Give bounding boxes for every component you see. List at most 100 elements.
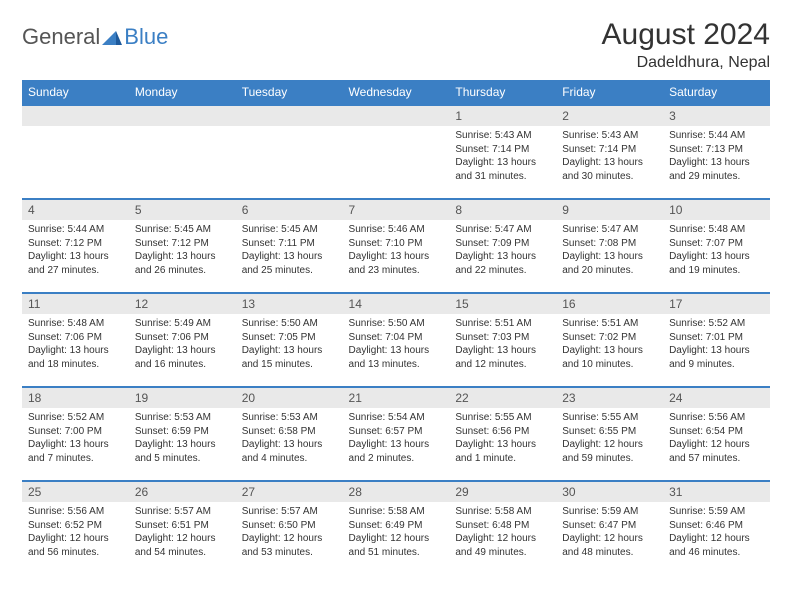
day-number: 27 [236,482,343,502]
daylight-text: Daylight: 13 hours and 20 minutes. [562,250,657,277]
sunrise-text: Sunrise: 5:59 AM [562,505,657,519]
daylight-text: Daylight: 13 hours and 27 minutes. [28,250,123,277]
day-number: 2 [556,106,663,126]
day-number: 18 [22,388,129,408]
day-number-empty [129,106,236,126]
calendar-cell [236,105,343,199]
day-number: 29 [449,482,556,502]
month-title: August 2024 [602,18,770,52]
calendar-week: 11Sunrise: 5:48 AMSunset: 7:06 PMDayligh… [22,293,770,387]
day-header: Wednesday [343,80,450,105]
cell-body: Sunrise: 5:57 AMSunset: 6:50 PMDaylight:… [236,502,343,562]
day-number: 17 [663,294,770,314]
daylight-text: Daylight: 13 hours and 16 minutes. [135,344,230,371]
cell-body: Sunrise: 5:52 AMSunset: 7:01 PMDaylight:… [663,314,770,374]
cell-body: Sunrise: 5:44 AMSunset: 7:12 PMDaylight:… [22,220,129,280]
calendar-week: 18Sunrise: 5:52 AMSunset: 7:00 PMDayligh… [22,387,770,481]
cell-body: Sunrise: 5:47 AMSunset: 7:09 PMDaylight:… [449,220,556,280]
day-header: Sunday [22,80,129,105]
calendar-cell: 28Sunrise: 5:58 AMSunset: 6:49 PMDayligh… [343,481,450,575]
day-header: Friday [556,80,663,105]
sunset-text: Sunset: 6:52 PM [28,519,123,533]
sunset-text: Sunset: 6:54 PM [669,425,764,439]
sunrise-text: Sunrise: 5:56 AM [669,411,764,425]
sunrise-text: Sunrise: 5:51 AM [455,317,550,331]
cell-body: Sunrise: 5:51 AMSunset: 7:03 PMDaylight:… [449,314,556,374]
calendar-cell: 2 Sunrise: 5:43 AMSunset: 7:14 PMDaylight… [556,105,663,199]
daylight-text: Daylight: 12 hours and 51 minutes. [349,532,444,559]
sunset-text: Sunset: 7:03 PM [455,331,550,345]
daylight-text: Daylight: 13 hours and 22 minutes. [455,250,550,277]
calendar-week: 25Sunrise: 5:56 AMSunset: 6:52 PMDayligh… [22,481,770,575]
sunset-text: Sunset: 6:46 PM [669,519,764,533]
calendar-cell: 16Sunrise: 5:51 AMSunset: 7:02 PMDayligh… [556,293,663,387]
calendar-body: 1Sunrise: 5:43 AMSunset: 7:14 PMDaylight… [22,105,770,575]
sunrise-text: Sunrise: 5:55 AM [562,411,657,425]
cell-body: Sunrise: 5:55 AMSunset: 6:56 PMDaylight:… [449,408,556,468]
daylight-text: Daylight: 13 hours and 30 minutes. [562,156,657,183]
sunrise-text: Sunrise: 5:50 AM [349,317,444,331]
sunset-text: Sunset: 7:05 PM [242,331,337,345]
calendar-cell: 27Sunrise: 5:57 AMSunset: 6:50 PMDayligh… [236,481,343,575]
daylight-text: Daylight: 13 hours and 15 minutes. [242,344,337,371]
calendar-cell: 30Sunrise: 5:59 AMSunset: 6:47 PMDayligh… [556,481,663,575]
cell-body: Sunrise: 5:48 AMSunset: 7:06 PMDaylight:… [22,314,129,374]
sunset-text: Sunset: 6:55 PM [562,425,657,439]
cell-body: Sunrise: 5:57 AMSunset: 6:51 PMDaylight:… [129,502,236,562]
sunrise-text: Sunrise: 5:52 AM [669,317,764,331]
sunset-text: Sunset: 7:01 PM [669,331,764,345]
sunrise-text: Sunrise: 5:56 AM [28,505,123,519]
day-number: 12 [129,294,236,314]
daylight-text: Daylight: 13 hours and 25 minutes. [242,250,337,277]
sunrise-text: Sunrise: 5:43 AM [562,129,657,143]
day-number: 19 [129,388,236,408]
sunrise-text: Sunrise: 5:45 AM [242,223,337,237]
sunset-text: Sunset: 6:56 PM [455,425,550,439]
day-number-empty [22,106,129,126]
header: General Blue August 2024 Dadeldhura, Nep… [22,18,770,72]
sunrise-text: Sunrise: 5:44 AM [28,223,123,237]
day-number: 15 [449,294,556,314]
calendar-table: SundayMondayTuesdayWednesdayThursdayFrid… [22,80,770,575]
daylight-text: Daylight: 13 hours and 26 minutes. [135,250,230,277]
day-number: 28 [343,482,450,502]
calendar-cell: 11Sunrise: 5:48 AMSunset: 7:06 PMDayligh… [22,293,129,387]
cell-body: Sunrise: 5:56 AMSunset: 6:52 PMDaylight:… [22,502,129,562]
day-number: 21 [343,388,450,408]
logo-mark-icon [102,29,122,45]
daylight-text: Daylight: 13 hours and 2 minutes. [349,438,444,465]
cell-body: Sunrise: 5:59 AMSunset: 6:47 PMDaylight:… [556,502,663,562]
daylight-text: Daylight: 13 hours and 18 minutes. [28,344,123,371]
daylight-text: Daylight: 13 hours and 29 minutes. [669,156,764,183]
sunset-text: Sunset: 6:51 PM [135,519,230,533]
cell-body: Sunrise: 5:50 AMSunset: 7:05 PMDaylight:… [236,314,343,374]
sunset-text: Sunset: 7:14 PM [562,143,657,157]
day-header-row: SundayMondayTuesdayWednesdayThursdayFrid… [22,80,770,105]
sunset-text: Sunset: 7:06 PM [135,331,230,345]
calendar-cell [22,105,129,199]
sunrise-text: Sunrise: 5:46 AM [349,223,444,237]
sunset-text: Sunset: 6:47 PM [562,519,657,533]
day-number: 9 [556,200,663,220]
calendar-cell: 18Sunrise: 5:52 AMSunset: 7:00 PMDayligh… [22,387,129,481]
calendar-cell: 10Sunrise: 5:48 AMSunset: 7:07 PMDayligh… [663,199,770,293]
daylight-text: Daylight: 12 hours and 48 minutes. [562,532,657,559]
day-number-empty [236,106,343,126]
day-number: 23 [556,388,663,408]
calendar-cell: 6 Sunrise: 5:45 AMSunset: 7:11 PMDaylight… [236,199,343,293]
sunset-text: Sunset: 7:07 PM [669,237,764,251]
sunset-text: Sunset: 7:11 PM [242,237,337,251]
day-number: 13 [236,294,343,314]
daylight-text: Daylight: 13 hours and 5 minutes. [135,438,230,465]
day-number: 22 [449,388,556,408]
calendar-cell: 29Sunrise: 5:58 AMSunset: 6:48 PMDayligh… [449,481,556,575]
daylight-text: Daylight: 13 hours and 13 minutes. [349,344,444,371]
calendar-cell: 26Sunrise: 5:57 AMSunset: 6:51 PMDayligh… [129,481,236,575]
sunrise-text: Sunrise: 5:57 AM [242,505,337,519]
day-number: 26 [129,482,236,502]
logo: General Blue [22,24,168,50]
sunrise-text: Sunrise: 5:54 AM [349,411,444,425]
sunset-text: Sunset: 7:00 PM [28,425,123,439]
sunrise-text: Sunrise: 5:45 AM [135,223,230,237]
day-number: 6 [236,200,343,220]
